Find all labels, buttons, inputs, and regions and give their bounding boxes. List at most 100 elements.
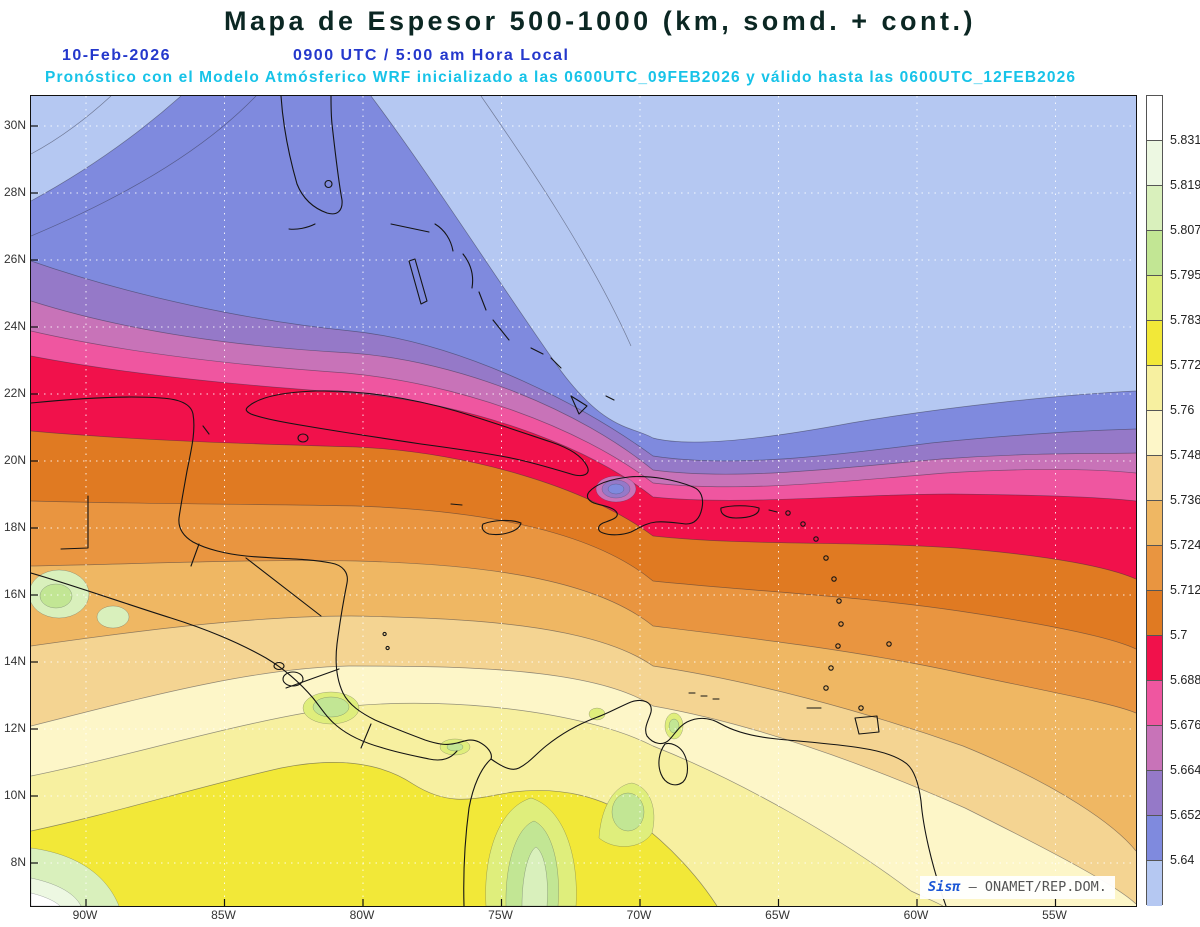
watermark: Sisπ – ONAMET/REP.DOM. xyxy=(920,876,1115,899)
coastline-pacific-coast xyxy=(31,572,458,761)
coastline-cat-island xyxy=(478,291,487,311)
lat-label-26N: 26N xyxy=(3,252,26,266)
contour-line-corner-1 xyxy=(31,96,182,202)
colorbar-cell-11 xyxy=(1147,591,1162,636)
coastline-yucatan-centralamerica xyxy=(31,396,492,906)
coastline-antilles-island-10 xyxy=(858,705,864,711)
lat-label-24N: 24N xyxy=(3,319,26,333)
contour-line-5.7-5.712 xyxy=(31,430,1136,580)
page-title: Mapa de Espesor 500-1000 (km, somd. + co… xyxy=(224,6,976,36)
coastline-great-inagua xyxy=(570,395,588,415)
coastline-eleuthera xyxy=(462,253,474,289)
corner-cold-pocket xyxy=(31,96,181,201)
coastline-hispaniola xyxy=(586,476,704,536)
coastline-border-guatemala-honduras xyxy=(190,543,200,567)
lon-label-75W: 75W xyxy=(488,908,513,922)
lat-label-12N: 12N xyxy=(3,721,26,735)
coastline-antilles-island-8 xyxy=(828,665,834,671)
lon-label-60W: 60W xyxy=(903,908,929,922)
lat-label-18N: 18N xyxy=(3,520,26,534)
colorbar-cell-15 xyxy=(1147,771,1162,816)
lon-label-80W: 80W xyxy=(349,908,375,922)
coastline-lake-okeechobee xyxy=(324,179,333,189)
coastline-florida-keys xyxy=(288,223,316,230)
contour-line-trough xyxy=(480,96,632,347)
colorbar-cell-6 xyxy=(1147,366,1162,411)
coastline-grand-bahama xyxy=(390,223,430,233)
coastline-florida xyxy=(280,96,343,215)
contour-line-corner-2 xyxy=(31,96,112,155)
coastline-antilles-island-6 xyxy=(838,621,844,627)
coastline-andros xyxy=(408,258,428,305)
coastline-jamaica xyxy=(481,519,522,536)
coastline-cozumel xyxy=(202,425,210,435)
colorbar-cell-17 xyxy=(1147,861,1162,906)
contour-line-5.652-5.664 xyxy=(31,260,1136,462)
colorbar-tick-5.7: 5.7 xyxy=(1170,628,1188,642)
lon-label-70W: 70W xyxy=(626,908,652,922)
patch-santamarta xyxy=(588,707,606,721)
coastline-antilles-island-9 xyxy=(823,685,829,691)
colorbar-cell-4 xyxy=(1147,276,1162,321)
coastline-border-mexico-guatemala xyxy=(60,495,89,550)
lat-label-22N: 22N xyxy=(3,386,26,400)
coastline-isla-juventud xyxy=(297,433,309,443)
lat-label-30N: 30N xyxy=(3,118,26,132)
coastline-abaco xyxy=(434,223,454,252)
colorbar-tick-5.783: 5.783 xyxy=(1170,313,1200,327)
coastline-antilles-island-5 xyxy=(836,598,842,604)
colorbar-tick-5.831: 5.831 xyxy=(1170,133,1200,147)
colorbar-tick-5.724: 5.724 xyxy=(1170,538,1200,552)
coastline-antilles-island-3 xyxy=(823,555,829,561)
contour-line-5.724-5.736 xyxy=(31,560,1136,714)
colorbar-cell-13 xyxy=(1147,681,1162,726)
watermark-separator: – xyxy=(968,879,985,895)
colorbar-tick-5.819: 5.819 xyxy=(1170,178,1200,192)
colorbar-tick-5.712: 5.712 xyxy=(1170,583,1200,597)
colorbar-cell-2 xyxy=(1147,186,1162,231)
colorbar-cell-14 xyxy=(1147,726,1162,771)
contour-line-corner-3 xyxy=(31,96,257,237)
patch-guatemala-2 xyxy=(96,605,130,629)
lon-label-90W: 90W xyxy=(72,908,98,922)
contour-line-5.736-5.748 xyxy=(31,615,1136,852)
patch-colombia-e-core xyxy=(611,792,645,832)
map-time: 0900 UTC / 5:00 am Hora Local xyxy=(293,47,570,64)
colorbar-cell-3 xyxy=(1147,231,1162,276)
coastline-long-island-bahamas xyxy=(492,319,510,341)
patch-sw-corner-white xyxy=(31,892,61,906)
coastline-cuba xyxy=(245,390,589,477)
map-plot-area xyxy=(30,95,1137,907)
lat-label-16N: 16N xyxy=(3,587,26,601)
patch-colombia-w-core xyxy=(521,846,548,906)
colorbar-tick-5.748: 5.748 xyxy=(1170,448,1200,462)
colorbar-tick-5.772: 5.772 xyxy=(1170,358,1200,372)
colorbar-cell-8 xyxy=(1147,456,1162,501)
colorbar-cell-5 xyxy=(1147,321,1162,366)
lat-label-14N: 14N xyxy=(3,654,26,668)
colorbar-tick-5.76: 5.76 xyxy=(1170,403,1195,417)
colorbar-tick-5.688: 5.688 xyxy=(1170,673,1200,687)
watermark-brand: Sisπ xyxy=(928,879,961,895)
coastline-border-honduras-nicaragua xyxy=(245,557,322,617)
coastline-cayman xyxy=(450,503,463,506)
watermark-source: ONAMET/REP.DOM. xyxy=(984,879,1107,895)
patch-merida-core xyxy=(668,718,680,734)
lon-label-85W: 85W xyxy=(211,908,236,922)
map-date: 10-Feb-2026 xyxy=(62,47,171,64)
lat-label-8N: 8N xyxy=(10,855,26,869)
colorbar-tick-5.652: 5.652 xyxy=(1170,808,1200,822)
coastline-lake-managua xyxy=(273,662,285,670)
patch-hispaniola-cold-spot xyxy=(607,483,625,495)
coastline-crooked-island xyxy=(530,347,544,355)
coastline-trinidad xyxy=(854,715,880,735)
colorbar-tick-5.64: 5.64 xyxy=(1170,853,1195,867)
coastline-border-nicaragua-costarica xyxy=(285,668,340,689)
coastline-turks xyxy=(605,395,615,401)
lat-label-20N: 20N xyxy=(3,453,26,467)
colorbar-cell-1 xyxy=(1147,141,1162,186)
colorbar-cell-0 xyxy=(1147,96,1162,141)
lon-label-65W: 65W xyxy=(765,908,790,922)
colorbar-tick-5.676: 5.676 xyxy=(1170,718,1200,732)
